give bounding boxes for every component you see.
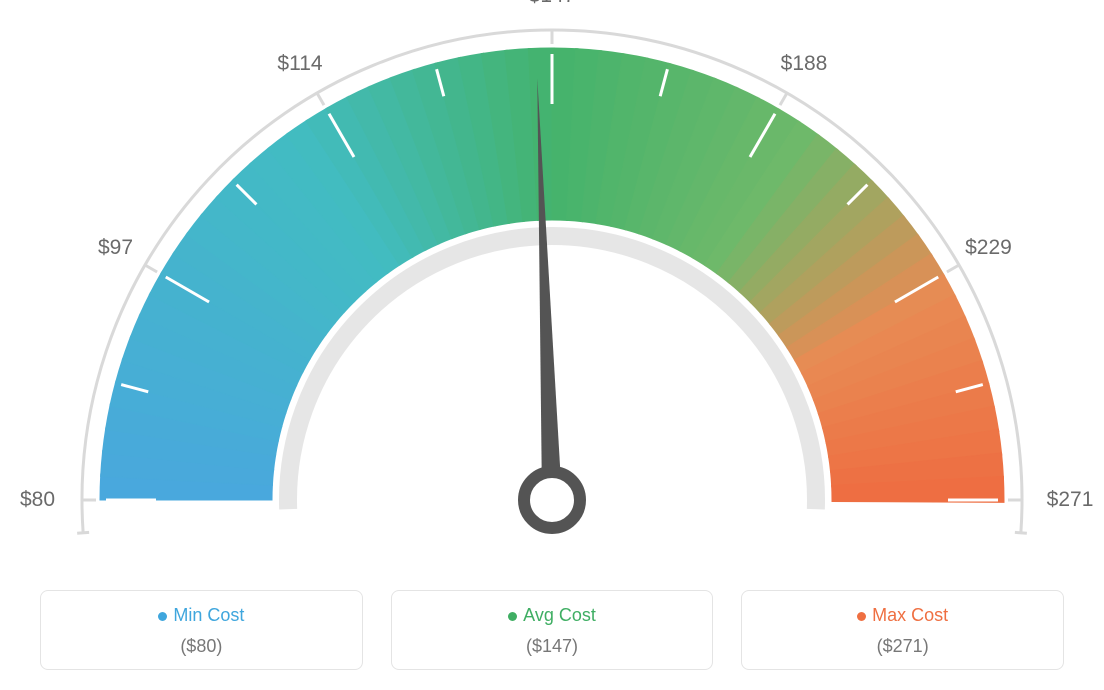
legend-title-min: Min Cost	[51, 605, 352, 626]
legend-value-min: ($80)	[51, 636, 352, 657]
legend-value-max: ($271)	[752, 636, 1053, 657]
legend-card-max: Max Cost ($271)	[741, 590, 1064, 670]
tick-label: $229	[965, 236, 1012, 260]
gauge-area: $80 $97 $114 $147 $188 $229 $271	[0, 0, 1104, 560]
legend-row: Min Cost ($80) Avg Cost ($147) Max Cost …	[0, 590, 1104, 670]
gauge-svg	[0, 0, 1104, 560]
legend-title-avg: Avg Cost	[402, 605, 703, 626]
tick-label: $188	[781, 52, 828, 76]
legend-label: Min Cost	[173, 605, 244, 625]
gauge-chart-container: $80 $97 $114 $147 $188 $229 $271 Min Cost ($80…	[0, 0, 1104, 690]
legend-title-max: Max Cost	[752, 605, 1053, 626]
tick-label: $80	[20, 488, 55, 512]
legend-value-avg: ($147)	[402, 636, 703, 657]
tick-label: $114	[277, 52, 322, 76]
tick-label: $97	[98, 236, 133, 260]
tick-label: $271	[1047, 488, 1094, 512]
legend-label: Avg Cost	[523, 605, 596, 625]
legend-card-avg: Avg Cost ($147)	[391, 590, 714, 670]
legend-label: Max Cost	[872, 605, 948, 625]
legend-card-min: Min Cost ($80)	[40, 590, 363, 670]
tick-label: $147	[529, 0, 576, 8]
dot-icon	[857, 612, 866, 621]
dot-icon	[158, 612, 167, 621]
dot-icon	[508, 612, 517, 621]
